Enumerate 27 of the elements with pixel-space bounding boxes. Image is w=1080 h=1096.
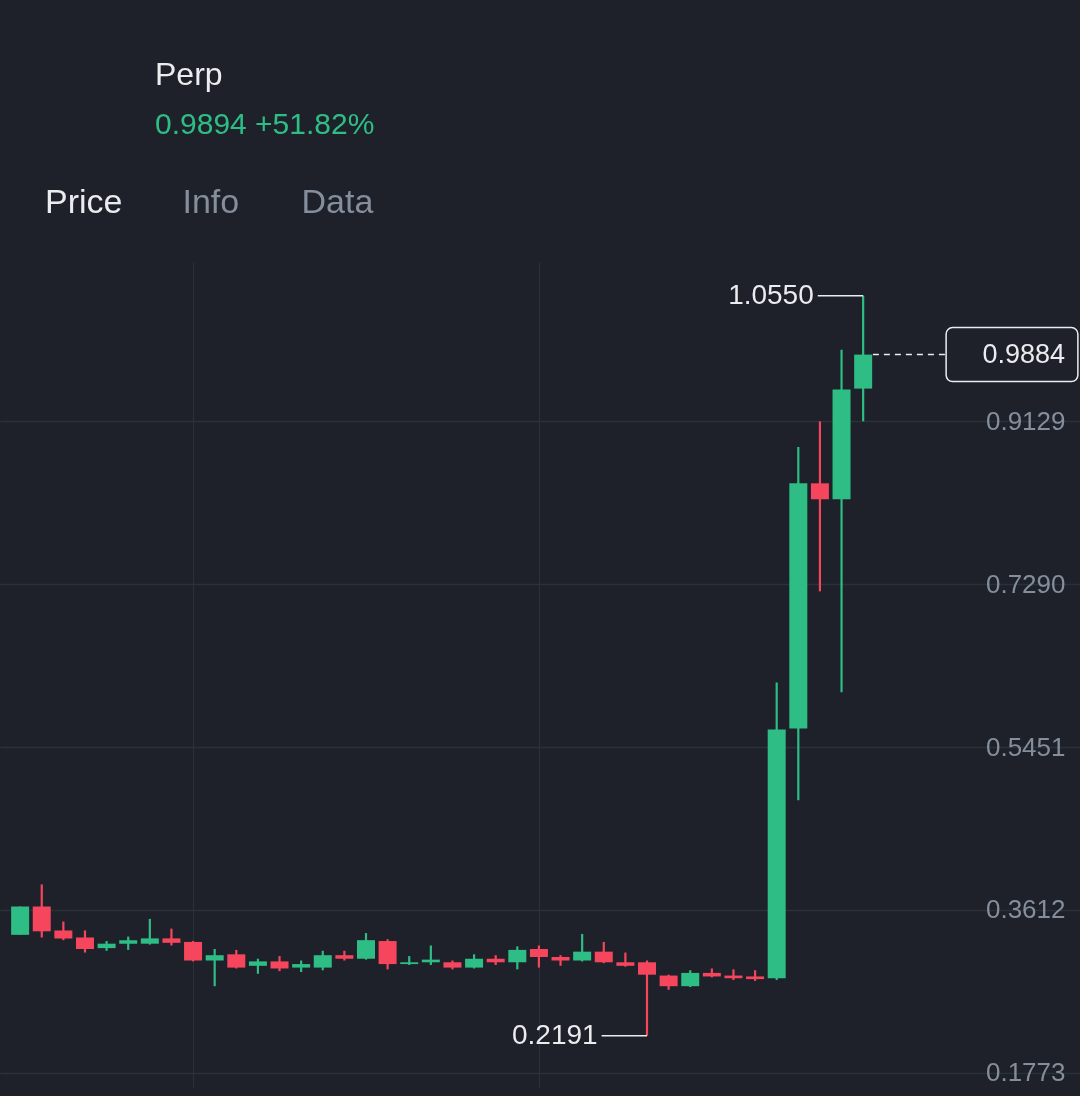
candlestick [75,929,94,954]
candlestick [140,917,159,946]
candlestick [313,949,332,972]
candlestick [573,932,592,963]
text: Data [301,182,374,220]
candlestick [594,940,613,965]
candlestick [356,931,375,961]
candlestick [54,920,73,942]
ref-line-label: 0.9884 [982,338,1065,369]
y-tick-label: 0.3612 [985,894,1066,925]
y-tick-label: 0.1773 [985,1057,1066,1088]
candlestick [529,944,548,969]
chart-subtitle: 0.9894 +51.82% [155,107,375,140]
chart-title: Perp [155,56,223,92]
text: Info [182,182,240,220]
text: Price [45,182,123,220]
y-tick-label: 0.7290 [985,568,1066,599]
annotation: 0.2191 [511,1018,598,1050]
annotation: 1.0550 [728,278,814,310]
candlestick [551,954,570,967]
candlestick [508,945,527,971]
y-tick-label: 0.5451 [985,731,1066,762]
candlestick [638,959,656,1037]
candlestick [378,938,397,971]
y-tick-label: 0.9129 [985,405,1066,436]
candlestick [205,947,224,988]
candlestick [810,420,829,593]
